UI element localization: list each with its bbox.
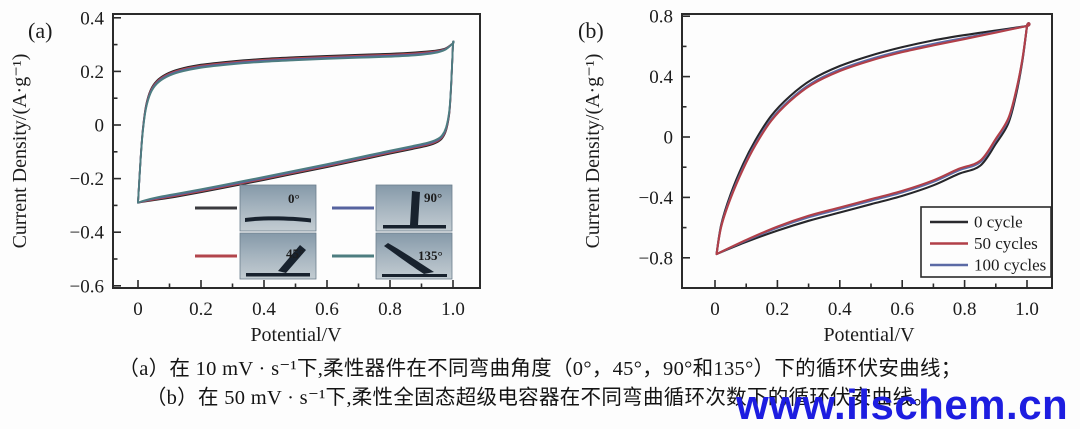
legend-label-50cycles: 50 cycles <box>974 234 1038 253</box>
x-tick-label: 0.4 <box>252 299 276 320</box>
inset-photo-0deg: 0° <box>239 184 317 232</box>
legend-label-0cycle: 0 cycle <box>974 213 1023 232</box>
curve-45deg <box>137 40 455 204</box>
y-tick-label: 0 <box>95 116 105 137</box>
x-tick-label: 0.4 <box>828 299 852 320</box>
x-tick-label: 0.6 <box>890 299 914 320</box>
photo-angle-label-0deg: 0° <box>288 191 300 206</box>
x-tick-label: 0.6 <box>315 299 339 320</box>
curve-135deg <box>137 40 455 204</box>
x-tick-label: 1.0 <box>1015 299 1039 320</box>
photo-background <box>375 232 453 280</box>
caption-line-a: （a）在 10 mV · s⁻¹下,柔性器件在不同弯曲角度（0°，45°，90°… <box>118 358 962 380</box>
panel-b: 0 0.2 0.4 0.6 0.8 1.0 0.8 0.4 0 −0.4 −0.8 Potential… <box>578 7 1053 346</box>
inset-legend-a: 0° 90° 45° 135° <box>195 184 453 280</box>
x-tick-label: 0 <box>710 299 720 320</box>
axis-ticks-a <box>113 16 454 288</box>
axis-ticks-b <box>682 15 1028 288</box>
y-tick-label: −0.2 <box>70 169 104 190</box>
inset-photo-135deg: 135° <box>375 232 453 280</box>
bent-device-silhouette <box>246 245 310 277</box>
figure-svg: 0 0.2 0.4 0.6 0.8 1.0 0.4 0.2 0 −0.2 −0.4 −0.6 Poten… <box>9 7 1053 346</box>
photo-angle-label-45deg: 45° <box>286 246 304 261</box>
x-tick-label: 0.2 <box>189 299 213 320</box>
bent-device-silhouette <box>382 243 447 277</box>
x-tick-label: 0 <box>133 299 143 320</box>
panel-a: 0 0.2 0.4 0.6 0.8 1.0 0.4 0.2 0 −0.2 −0.4 −0.6 Poten… <box>9 8 481 346</box>
inset-photo-45deg: 45° <box>239 232 317 280</box>
figure-caption: （a）在 10 mV · s⁻¹下,柔性器件在不同弯曲角度（0°，45°，90°… <box>0 355 1080 413</box>
x-tick-label: 0.8 <box>378 299 402 320</box>
x-axis-title-b: Potential/V <box>823 324 915 346</box>
y-tick-label: −0.4 <box>70 223 105 244</box>
watermark-text: www.ilschem.cn <box>736 381 1069 428</box>
curve-50cycles <box>715 22 1031 256</box>
y-tick-label: −0.6 <box>70 276 104 297</box>
panel-label-b: (b) <box>578 18 604 43</box>
photo-angle-label-90deg: 90° <box>424 190 442 205</box>
bent-device-silhouette <box>245 216 311 223</box>
panel-label-a: (a) <box>28 18 52 43</box>
y-axis-title-b: Current Density/(A·g⁻¹) <box>582 54 604 249</box>
x-tick-label: 1.0 <box>441 299 465 320</box>
x-tick-label: 0.2 <box>766 299 790 320</box>
legend-label-100cycles: 100 cycles <box>974 256 1046 275</box>
bent-device-silhouette <box>383 191 446 229</box>
photo-background <box>239 232 317 280</box>
photo-angle-label-135deg: 135° <box>418 248 443 263</box>
caption-line-b: （b）在 50 mV · s⁻¹下,柔性全固态超级电容器在不同弯曲循环次数下的循… <box>145 387 935 410</box>
x-axis-title-a: Potential/V <box>250 324 342 346</box>
legend-b: 0 cycle 50 cycles 100 cycles <box>920 206 1052 278</box>
x-tick-label: 0.8 <box>953 299 977 320</box>
y-tick-label: 0.4 <box>80 8 104 29</box>
y-tick-label: 0 <box>664 128 674 149</box>
y-tick-label: −0.4 <box>639 188 674 209</box>
y-axis-title-a: Current Density/(A·g⁻¹) <box>9 54 31 249</box>
curve-0deg <box>137 40 455 204</box>
inset-photo-90deg: 90° <box>375 184 453 232</box>
y-tick-label: 0.8 <box>649 7 673 28</box>
curve-90deg <box>137 40 455 204</box>
y-tick-label: −0.8 <box>639 248 673 269</box>
y-tick-label: 0.4 <box>649 67 673 88</box>
photo-background <box>239 184 317 232</box>
y-tick-label: 0.2 <box>80 62 104 83</box>
plot-frame-b <box>681 13 1053 289</box>
